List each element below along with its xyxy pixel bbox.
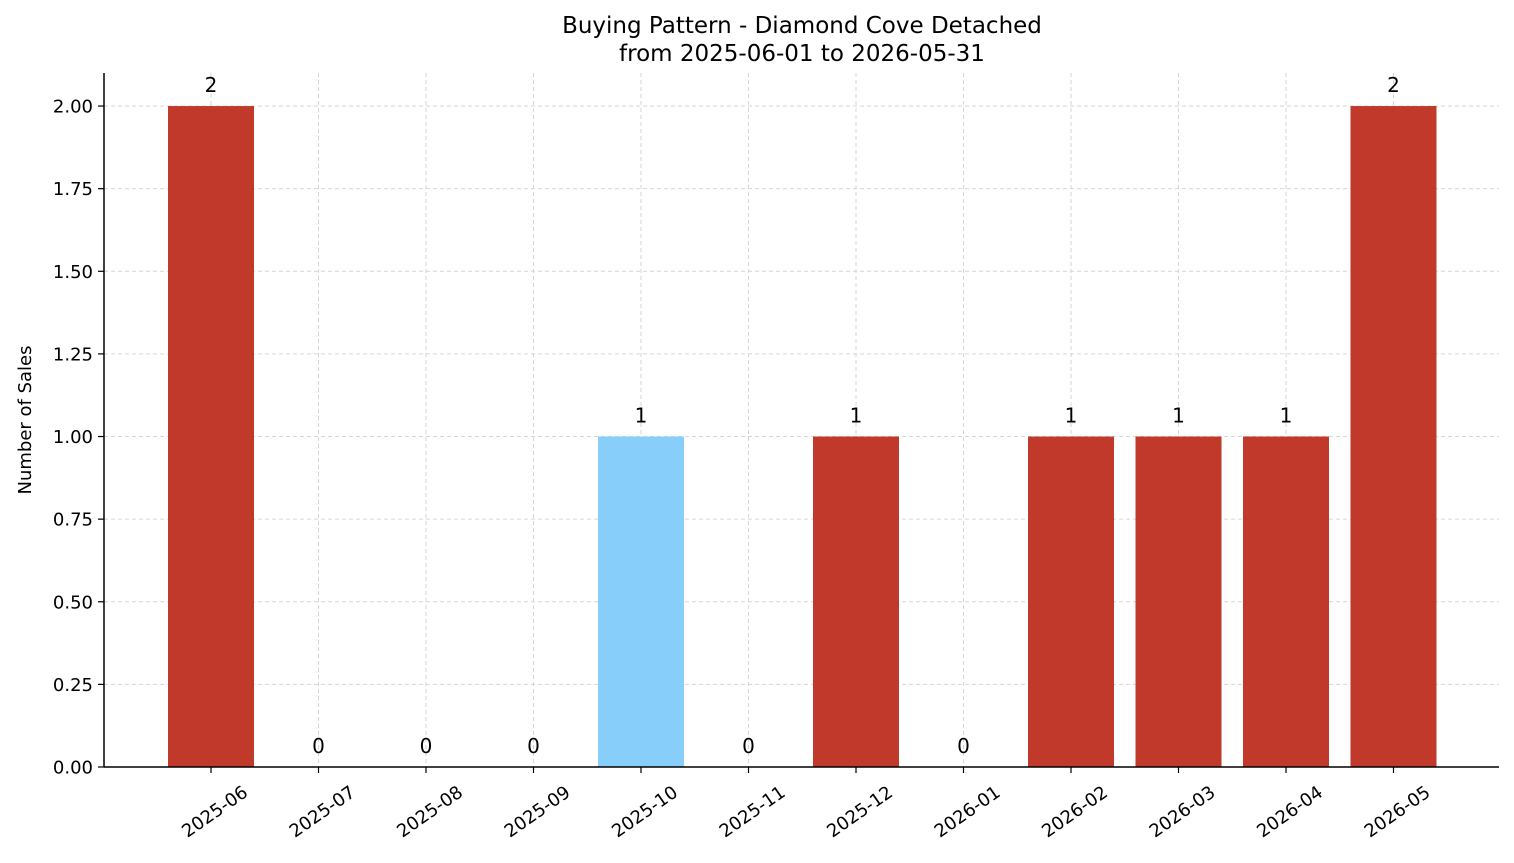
bar-2025-10 bbox=[598, 436, 684, 767]
y-tick-label: 1.75 bbox=[53, 179, 93, 200]
bar-value-label: 1 bbox=[1280, 404, 1293, 428]
bar-value-label: 2 bbox=[1387, 73, 1400, 97]
x-tick-label: 2025-10 bbox=[608, 782, 682, 842]
y-tick-label: 1.25 bbox=[53, 344, 93, 365]
y-tick-label: 1.00 bbox=[53, 427, 93, 448]
x-tick-label: 2026-05 bbox=[1361, 782, 1435, 842]
x-tick-label: 2026-02 bbox=[1038, 782, 1112, 842]
bar-value-labels: 2 0 0 0 1 0 1 0 1 1 1 2 bbox=[205, 73, 1400, 758]
chart-subtitle: from 2025-06-01 to 2026-05-31 bbox=[619, 41, 985, 67]
y-axis-ticks: 0.00 0.25 0.50 0.75 1.00 1.25 1.50 1.75 2.00 bbox=[53, 97, 104, 779]
x-axis-ticks: 2025-06 2025-07 2025-08 2025-09 2025-10 2025-… bbox=[178, 767, 1434, 842]
x-tick-label: 2025-09 bbox=[501, 782, 575, 842]
bar-2026-04 bbox=[1243, 436, 1329, 767]
x-tick-label: 2026-04 bbox=[1253, 782, 1327, 842]
bar-2025-12 bbox=[813, 436, 899, 767]
y-tick-label: 0.25 bbox=[53, 675, 93, 696]
x-tick-label: 2025-08 bbox=[393, 782, 467, 842]
y-tick-label: 2.00 bbox=[53, 97, 93, 118]
x-tick-label: 2025-06 bbox=[178, 782, 252, 842]
bar-2026-02 bbox=[1028, 436, 1114, 767]
bar-value-label: 0 bbox=[420, 734, 433, 758]
bar-2026-03 bbox=[1135, 436, 1222, 767]
x-tick-label: 2025-11 bbox=[716, 782, 790, 842]
bar-value-label: 2 bbox=[205, 73, 218, 97]
bar-value-label: 0 bbox=[312, 734, 325, 758]
bar-value-label: 1 bbox=[1172, 404, 1185, 428]
y-axis-label: Number of Sales bbox=[15, 345, 36, 494]
bar-value-label: 1 bbox=[635, 404, 648, 428]
x-tick-label: 2026-03 bbox=[1146, 782, 1220, 842]
y-tick-label: 1.50 bbox=[53, 262, 93, 283]
bar-2026-05 bbox=[1350, 106, 1437, 768]
bar-value-label: 0 bbox=[957, 734, 970, 758]
chart-title: Buying Pattern - Diamond Cove Detached bbox=[562, 13, 1042, 39]
bar-value-label: 1 bbox=[850, 404, 863, 428]
x-tick-label: 2025-07 bbox=[286, 782, 360, 842]
bar-value-label: 0 bbox=[527, 734, 540, 758]
x-tick-label: 2025-12 bbox=[823, 782, 897, 842]
x-tick-label: 2026-01 bbox=[931, 782, 1005, 842]
bar-2025-06 bbox=[168, 106, 254, 768]
bars bbox=[168, 106, 1437, 768]
y-tick-label: 0.50 bbox=[53, 592, 93, 613]
bar-value-label: 1 bbox=[1065, 404, 1078, 428]
y-tick-label: 0.75 bbox=[53, 510, 93, 531]
bar-value-label: 0 bbox=[742, 734, 755, 758]
y-tick-label: 0.00 bbox=[53, 758, 93, 779]
